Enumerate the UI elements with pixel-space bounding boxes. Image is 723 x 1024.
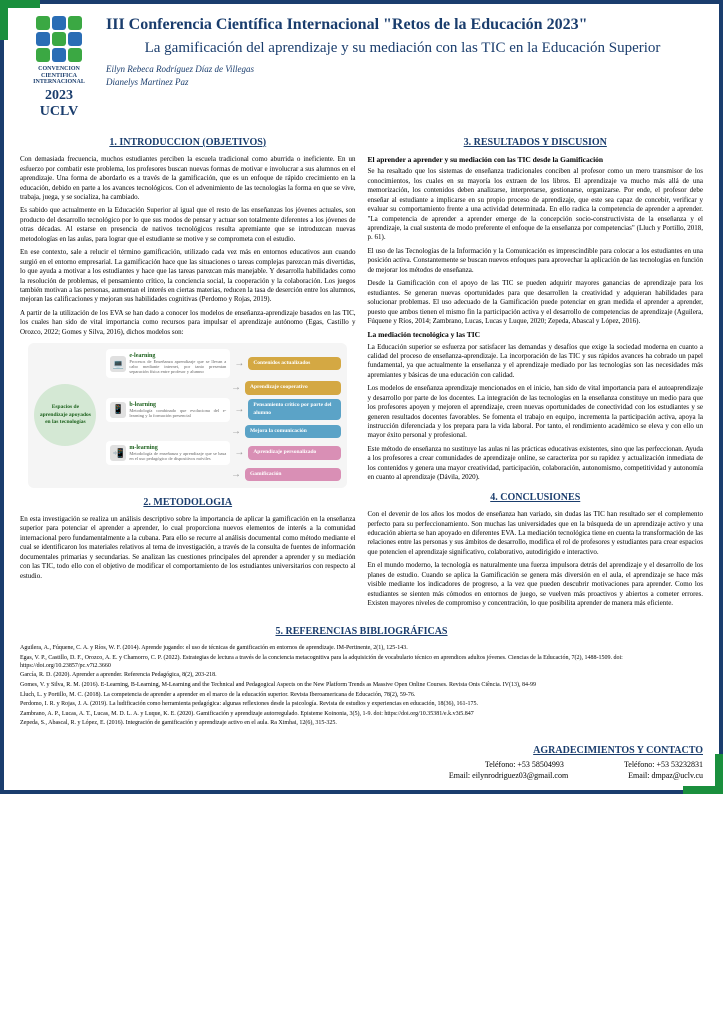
diagram-right-cell: Pensamiento crítico por parte del alumno bbox=[248, 399, 341, 420]
results-p3: Desde la Gamificación con el apoyo de la… bbox=[368, 279, 704, 326]
method-p1: En esta investigación se realiza un anál… bbox=[20, 515, 356, 581]
contact-rows: Teléfono: +53 58504993 Teléfono: +53 532… bbox=[4, 760, 719, 790]
email-1: Email: eilynrodriguez03@gmail.com bbox=[449, 771, 568, 780]
main-title: La gamificación del aprendizaje y su med… bbox=[106, 40, 699, 57]
diagram-row: → Aprendizaje cooperativo bbox=[106, 381, 341, 395]
diagram-row: → Gamificación bbox=[106, 468, 341, 482]
intro-p1: Con demasiada frecuencia, muchos estudia… bbox=[20, 155, 356, 202]
diagram-left-cell: 📱b-learningMetodología combinado que evo… bbox=[106, 398, 230, 422]
diagram-right-cell: Aprendizaje cooperativo bbox=[245, 381, 341, 394]
corner-decoration-tl bbox=[0, 0, 40, 40]
poster-root: CONVENCION CIENTIFICA INTERNACIONAL 2023… bbox=[0, 0, 723, 794]
contact-row-tel: Teléfono: +53 58504993 Teléfono: +53 532… bbox=[485, 760, 703, 769]
contact-row-email: Email: eilynrodriguez03@gmail.com Email:… bbox=[449, 771, 703, 780]
refs-title: 5. REFERENCIAS BIBLIOGRÁFICAS bbox=[20, 625, 703, 639]
diagram-row: 📱b-learningMetodología combinado que evo… bbox=[106, 398, 341, 422]
ref-item: Lluch, L. y Portillo, M. C. (2018). La c… bbox=[20, 691, 703, 699]
intro-p4: A partir de la utilización de los EVA se… bbox=[20, 309, 356, 337]
diagram-icon: 📲 bbox=[110, 445, 126, 461]
method-title: 2. METODOLOGIA bbox=[20, 496, 356, 510]
author-1: Eilyn Rebeca Rodríguez Díaz de Villegas bbox=[106, 63, 699, 76]
logo-line3: INTERNACIONAL bbox=[24, 79, 94, 86]
arrow-icon: → bbox=[231, 381, 241, 395]
concl-p2: En el mundo moderno, la tecnología es na… bbox=[368, 561, 704, 608]
ref-item: Aguilera, A., Fúquene, C. A. y Ríos, W. … bbox=[20, 644, 703, 652]
concl-p1: Con el devenir de los años los modos de … bbox=[368, 510, 704, 557]
diagram-right-cell: Aprendizaje personalizado bbox=[248, 446, 341, 459]
diagram-left-cell: 📲m-learningMetodología de enseñanza y ap… bbox=[106, 441, 230, 465]
authors: Eilyn Rebeca Rodríguez Díaz de Villegas … bbox=[106, 63, 699, 88]
arrow-icon: → bbox=[231, 425, 241, 439]
results-p6: Este método de enseñanza no sustituye la… bbox=[368, 445, 704, 483]
results-sub1: El aprender a aprender y su mediación co… bbox=[368, 155, 704, 165]
diagram-right-cell: Gamificación bbox=[245, 468, 341, 481]
left-column: 1. INTRODUCCION (OBJETIVOS) Con demasiad… bbox=[20, 128, 356, 613]
contact-title: AGRADECIMIENTOS Y CONTACTO bbox=[4, 745, 703, 756]
arrow-icon: → bbox=[234, 446, 244, 460]
learning-models-diagram: Espacios de aprendizaje apoyados en las … bbox=[28, 343, 347, 487]
header: CONVENCION CIENTIFICA INTERNACIONAL 2023… bbox=[4, 4, 719, 128]
logo-blocks bbox=[36, 16, 82, 62]
ref-item: Egas, V. P., Castillo, D. F., Orozco, A.… bbox=[20, 654, 703, 670]
logo-line1: CONVENCION bbox=[24, 66, 94, 73]
results-sub2: La mediación tecnológica y las TIC bbox=[368, 330, 704, 340]
results-title: 3. RESULTADOS Y DISCUSION bbox=[368, 136, 704, 150]
intro-p2: Es sabido que actualmente en la Educació… bbox=[20, 206, 356, 244]
corner-decoration-br bbox=[683, 754, 723, 794]
diagram-left-cell: 💻e-learningProcesos de Enseñanza aprendi… bbox=[106, 349, 230, 378]
results-p5: Los modelos de enseñanza aprendizaje men… bbox=[368, 384, 704, 441]
conference-title: III Conferencia Científica Internacional… bbox=[106, 16, 699, 34]
refs-block: 5. REFERENCIAS BIBLIOGRÁFICAS Aguilera, … bbox=[4, 613, 719, 739]
diagram-row: 📲m-learningMetodología de enseñanza y ap… bbox=[106, 441, 341, 465]
ref-item: García, R. D. (2020). Aprender a aprende… bbox=[20, 671, 703, 679]
arrow-icon: → bbox=[234, 357, 244, 371]
concl-title: 4. CONCLUSIONES bbox=[368, 491, 704, 505]
diagram-right-cell: Contenidos actualizados bbox=[248, 357, 341, 370]
ref-item: Gomes, V. y Silva, R. M. (2016). E-Learn… bbox=[20, 681, 703, 689]
author-2: Dianelys Martinez Paz bbox=[106, 76, 699, 89]
logo-uclv: UCLV bbox=[24, 104, 94, 120]
ref-item: Perdomo, I. R. y Rojas, J. A. (2019). La… bbox=[20, 700, 703, 708]
right-column: 3. RESULTADOS Y DISCUSION El aprender a … bbox=[368, 128, 704, 613]
intro-p3: En ese contexto, sale a relucir el térmi… bbox=[20, 248, 356, 305]
logo-year: 2023 bbox=[24, 88, 94, 104]
diagram-row: → Mejora la comunicación bbox=[106, 425, 341, 439]
ref-item: Zepeda, S., Abascal, R. y López, E. (201… bbox=[20, 719, 703, 727]
results-p1: Se ha resaltado que los sistemas de ense… bbox=[368, 167, 704, 243]
arrow-icon: → bbox=[234, 403, 244, 417]
refs-list: Aguilera, A., Fúquene, C. A. y Ríos, W. … bbox=[20, 644, 703, 727]
results-p4: La Educación superior se esfuerza por sa… bbox=[368, 343, 704, 381]
diagram-right-cell: Mejora la comunicación bbox=[245, 425, 341, 438]
intro-title: 1. INTRODUCCION (OBJETIVOS) bbox=[20, 136, 356, 150]
logo-line2: CIENTIFICA bbox=[24, 73, 94, 80]
tel-1: Teléfono: +53 58504993 bbox=[485, 760, 564, 769]
header-text: III Conferencia Científica Internacional… bbox=[106, 16, 699, 88]
ref-item: Zambrano, A. P., Lucas, A. T., Lucas, M.… bbox=[20, 710, 703, 718]
diagram-rows: 💻e-learningProcesos de Enseñanza aprendi… bbox=[106, 349, 341, 481]
content-columns: 1. INTRODUCCION (OBJETIVOS) Con demasiad… bbox=[4, 128, 719, 613]
diagram-row: 💻e-learningProcesos de Enseñanza aprendi… bbox=[106, 349, 341, 378]
diagram-center: Espacios de aprendizaje apoyados en las … bbox=[34, 384, 96, 446]
diagram-icon: 💻 bbox=[110, 356, 126, 372]
diagram-icon: 📱 bbox=[110, 402, 126, 418]
results-p2: El uso de las Tecnologías de la Informac… bbox=[368, 247, 704, 275]
arrow-icon: → bbox=[231, 468, 241, 482]
